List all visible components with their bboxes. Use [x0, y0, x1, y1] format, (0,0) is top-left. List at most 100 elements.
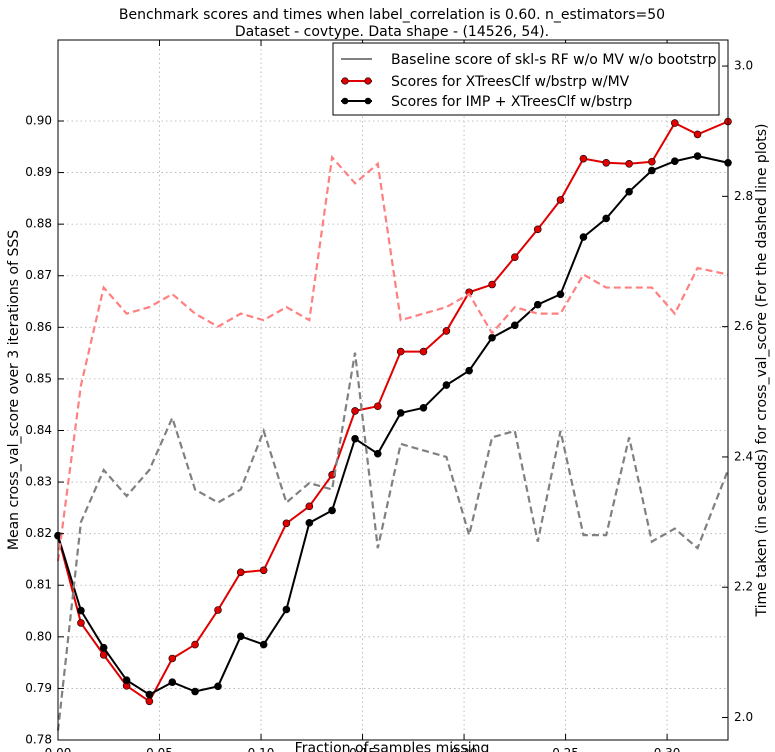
data-point [396, 347, 405, 356]
x-tick-label: 0.20 [451, 746, 478, 752]
x-axis-label: Fraction of samples missing [295, 741, 490, 752]
data-point [373, 402, 382, 411]
data-point [77, 619, 85, 627]
data-point [282, 605, 291, 614]
y-tick-label: 0.88 [25, 217, 52, 231]
data-point [191, 640, 199, 649]
data-point [511, 253, 519, 261]
x-tick-label: 0.10 [248, 746, 275, 752]
data-point [305, 519, 314, 527]
data-point [259, 640, 268, 649]
y2-tick-label: 3.0 [734, 59, 753, 73]
data-point [671, 119, 679, 127]
data-point [533, 225, 542, 234]
data-point [488, 333, 496, 342]
series-line-time-4 [56, 352, 730, 731]
x-tick-label: 0.15 [349, 746, 376, 752]
chart-subtitle: Dataset - covtype. Data shape - (14526, … [235, 24, 549, 40]
data-point [351, 407, 359, 415]
y2-tick-label: 2.8 [734, 189, 753, 203]
x-tick-label: 0.30 [654, 746, 681, 752]
y-tick-label: 0.78 [25, 733, 52, 747]
data-point [236, 632, 245, 641]
y-tick-label: 0.86 [25, 320, 52, 334]
data-point [602, 158, 610, 167]
data-point [214, 682, 222, 691]
y-tick-label: 0.83 [25, 475, 52, 489]
data-point [511, 321, 519, 330]
y-tick-label: 0.81 [25, 578, 52, 592]
data-point [99, 643, 108, 652]
plot-frame [57, 39, 729, 741]
data-point [648, 166, 656, 175]
data-point [648, 157, 656, 166]
data-point [168, 654, 177, 663]
series-line-score-2 [57, 155, 729, 696]
data-point [396, 409, 405, 417]
data-point [328, 506, 336, 515]
data-point [214, 606, 222, 614]
legend-label-baseline: Baseline score of skl-s RF w/o MV w/o bo… [391, 52, 717, 68]
series-line-score-1 [57, 120, 729, 703]
legend-marker-imp-right [364, 97, 372, 105]
legend-box [332, 42, 720, 116]
y-tick-label: 0.84 [25, 423, 52, 437]
gridlines [58, 40, 728, 740]
data-point [168, 678, 177, 687]
legend: Baseline score of skl-s RF w/o MV w/o bo… [332, 42, 720, 116]
data-point [625, 160, 633, 168]
data-point [419, 347, 428, 356]
data-point [419, 403, 428, 412]
legend-label-xtrees: Scores for XTreesClf w/bstrp w/MV [391, 74, 630, 90]
y2-tick-label: 2.2 [734, 580, 753, 594]
data-point [579, 154, 588, 163]
series-line-time-3 [56, 154, 729, 562]
data-point [145, 697, 154, 706]
y-tick-label: 0.85 [25, 371, 52, 385]
data-point [351, 434, 359, 443]
data-point [465, 366, 473, 375]
data-point [442, 381, 451, 389]
y2-tick-label: 2.0 [734, 710, 753, 724]
x-tick-label: 0.00 [45, 746, 72, 752]
data-point [191, 687, 199, 696]
data-point [625, 187, 633, 196]
y-tick-label: 0.87 [25, 268, 52, 282]
data-point [305, 502, 314, 511]
y2-tick-label: 2.6 [734, 319, 753, 333]
data-point [579, 233, 588, 241]
data-point [602, 214, 610, 223]
data-point [671, 157, 679, 166]
data-point [693, 152, 702, 160]
data-point [373, 449, 382, 458]
legend-marker-imp-left [341, 97, 349, 105]
series-layer [54, 117, 732, 731]
y2-axis-label: Time taken (in seconds) for cross_val_sc… [754, 123, 770, 617]
data-point [556, 196, 565, 204]
data-point [282, 519, 291, 528]
data-point [145, 690, 154, 699]
y-tick-label: 0.90 [25, 113, 52, 127]
data-point [259, 566, 268, 575]
data-point [556, 290, 565, 299]
data-point [77, 606, 85, 615]
y-tick-label: 0.89 [25, 165, 52, 179]
legend-label-imp: Scores for IMP + XTreesClf w/bstrp [391, 94, 632, 110]
data-point [236, 568, 245, 577]
data-point [122, 676, 131, 684]
y-axis-label: Mean cross_val_score over 3 iterations o… [6, 230, 22, 550]
x-tick-label: 0.05 [146, 746, 173, 752]
ticks: 0.00 0.05 0.10 0.15 0.20 0.25 0.30 0.78 0.79 0.80… [25, 40, 753, 752]
legend-marker-xtrees-right [364, 77, 372, 85]
y2-tick-label: 2.4 [734, 449, 753, 463]
data-point [693, 130, 702, 139]
data-point [442, 327, 451, 335]
y-tick-label: 0.82 [25, 526, 52, 540]
y-tick-label: 0.79 [25, 681, 52, 695]
x-tick-label: 0.25 [552, 746, 579, 752]
data-point [533, 300, 542, 309]
legend-marker-xtrees-left [341, 77, 349, 85]
y-tick-label: 0.80 [25, 629, 52, 643]
